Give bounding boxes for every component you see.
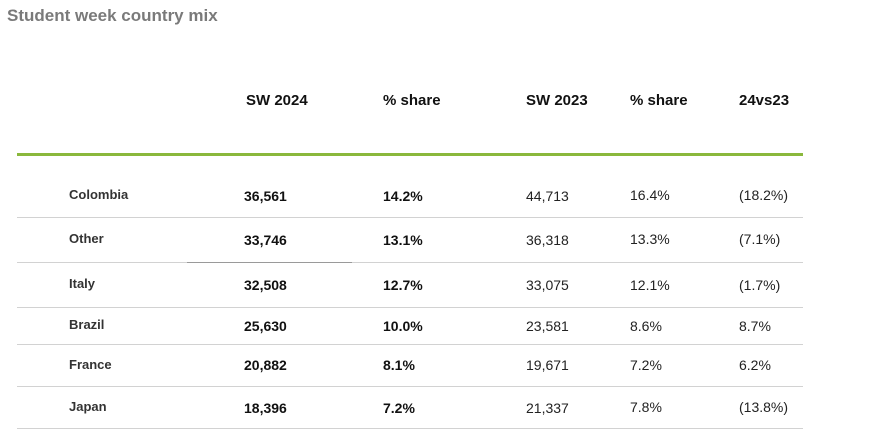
sw2024-value: 33,746 [244, 232, 287, 248]
country-label: Japan [69, 399, 107, 414]
row-divider [17, 307, 803, 308]
share2023-value: 7.2% [630, 357, 662, 373]
header-sw2024: SW 2024 [246, 92, 308, 109]
share2024-value: 12.7% [383, 277, 423, 293]
country-label: Italy [69, 276, 96, 291]
table-row: Brazil 25,630 10.0% 23,581 8.6% 8.7% [17, 308, 803, 345]
table-row: Italy 32,508 12.7% 33,075 12.1% (1.7%) [17, 263, 803, 308]
country-label: Other [69, 231, 104, 246]
sw2024-value: 36,561 [244, 188, 287, 204]
sw2023-value: 19,671 [526, 357, 569, 373]
share2023-value: 12.1% [630, 277, 670, 293]
country-label: Brazil [69, 317, 105, 332]
diff-value: (18.2%) [739, 187, 789, 203]
share2023-value: 13.3% [630, 231, 670, 247]
sw2024-value: 25,630 [244, 318, 287, 334]
page-title: Student week country mix [7, 6, 218, 25]
share2024-value: 7.2% [383, 400, 415, 416]
header-share2023: % share [630, 92, 688, 109]
table-row: Other 33,746 13.1% 36,318 13.3% (7.1%) [17, 218, 803, 263]
row-divider [17, 386, 803, 387]
diff-value: 8.7% [739, 318, 771, 334]
header-share2024: % share [383, 92, 441, 109]
share2024-value: 13.1% [383, 232, 423, 248]
table-row: Colombia 36,561 14.2% 44,713 16.4% (18.2… [17, 174, 803, 218]
sw2024-value: 18,396 [244, 400, 287, 416]
diff-value: (1.7%) [739, 277, 781, 293]
diff-value: (7.1%) [739, 231, 781, 247]
table-row: Japan 18,396 7.2% 21,337 7.8% (13.8%) [17, 387, 803, 429]
diff-value: 6.2% [739, 357, 771, 373]
sw2023-value: 21,337 [526, 400, 569, 416]
cell-separator [187, 262, 352, 263]
share2023-value: 16.4% [630, 187, 670, 203]
header-divider [17, 153, 803, 156]
row-divider [17, 344, 803, 345]
sw2023-value: 36,318 [526, 232, 569, 248]
share2024-value: 10.0% [383, 318, 423, 334]
country-label: France [69, 357, 112, 372]
row-divider [17, 217, 803, 218]
sw2024-value: 20,882 [244, 357, 287, 373]
share2024-value: 14.2% [383, 188, 423, 204]
share2023-value: 7.8% [630, 399, 662, 415]
sw2023-value: 44,713 [526, 188, 569, 204]
sw2023-value: 33,075 [526, 277, 569, 293]
header-sw2023: SW 2023 [526, 92, 588, 109]
header-diff: 24vs23 [739, 92, 790, 109]
country-label: Colombia [69, 187, 129, 202]
sw2024-value: 32,508 [244, 277, 287, 293]
share2023-value: 8.6% [630, 318, 662, 334]
row-divider [17, 262, 803, 263]
sw2023-value: 23,581 [526, 318, 569, 334]
diff-value: (13.8%) [739, 399, 789, 415]
share2024-value: 8.1% [383, 357, 415, 373]
table-row: France 20,882 8.1% 19,671 7.2% 6.2% [17, 345, 803, 387]
